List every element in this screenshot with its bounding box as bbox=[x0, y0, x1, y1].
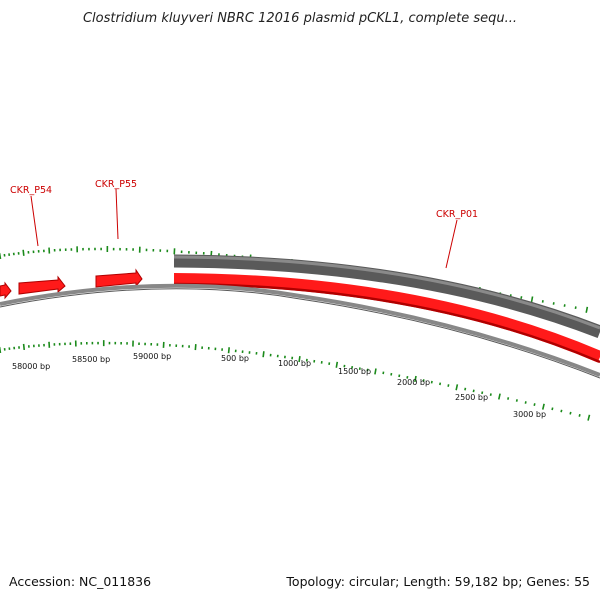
bp-label-58500: 58500 bp bbox=[72, 355, 110, 364]
inner-tick bbox=[335, 361, 339, 368]
bp-label-500: 500 bp bbox=[221, 354, 249, 363]
accession-label: Accession: NC_011836 bbox=[9, 574, 152, 589]
inner-tick bbox=[262, 351, 265, 358]
inner-tick bbox=[507, 397, 510, 400]
gene-label-ckr-p54[interactable]: CKR_P54 bbox=[10, 185, 52, 196]
bp-label-1500: 1500 bp bbox=[338, 367, 371, 376]
bp-label-59000: 59000 bp bbox=[133, 352, 171, 361]
forward-gene-band-shadow bbox=[173, 282, 600, 364]
backbone-arc bbox=[0, 283, 600, 377]
inner-tick bbox=[227, 347, 230, 354]
inner-tick bbox=[481, 391, 484, 395]
genome-stats-label: Topology: circular; Length: 59,182 bp; G… bbox=[286, 574, 590, 589]
backbone-arc-shadow bbox=[0, 288, 600, 379]
gene-label-ckr-p01[interactable]: CKR_P01 bbox=[436, 209, 478, 220]
reverse-gene-band-highlight bbox=[173, 255, 600, 330]
reverse-gene-band[interactable] bbox=[173, 254, 600, 339]
gene-arrow-ckr-p55[interactable] bbox=[95, 268, 143, 288]
map-title: Clostridium kluyveri NBRC 12016 plasmid … bbox=[82, 11, 517, 26]
inner-tick bbox=[497, 393, 501, 400]
inner-tick bbox=[524, 401, 527, 404]
inner-tick bbox=[515, 399, 518, 402]
gene-arrow-ckr-p53[interactable] bbox=[0, 281, 12, 300]
bp-label-2500: 2500 bp bbox=[455, 393, 488, 402]
inner-tick bbox=[489, 393, 492, 397]
leader-line-ckr-p55 bbox=[115, 188, 119, 240]
gene-arrow-ckr-p54[interactable] bbox=[18, 275, 66, 295]
inner-tick bbox=[447, 384, 450, 387]
bp-label-58000: 58000 bp bbox=[12, 362, 50, 371]
outer-tick bbox=[585, 306, 589, 313]
inner-tick bbox=[374, 368, 377, 375]
inner-tick bbox=[455, 384, 459, 391]
inner-tick bbox=[541, 403, 545, 410]
inner-tick bbox=[298, 355, 301, 363]
inner-tick bbox=[569, 411, 572, 415]
inner-tick bbox=[464, 387, 467, 391]
inner-tick bbox=[560, 409, 563, 413]
forward-gene-band[interactable] bbox=[173, 273, 600, 363]
leader-line-ckr-p54 bbox=[30, 195, 39, 247]
inner-tick bbox=[439, 382, 442, 386]
inner-tick bbox=[22, 343, 26, 351]
leader-line-ckr-p01 bbox=[445, 219, 458, 269]
bp-label-3000: 3000 bp bbox=[513, 410, 546, 419]
outer-tick bbox=[22, 249, 25, 256]
inner-tick bbox=[551, 407, 554, 411]
gene-label-ckr-p55[interactable]: CKR_P55 bbox=[95, 179, 137, 190]
inner-tick bbox=[533, 403, 536, 406]
bp-label-1000: 1000 bp bbox=[278, 359, 311, 368]
outer-tick bbox=[530, 296, 534, 303]
inner-tick bbox=[578, 414, 581, 417]
inner-tick bbox=[414, 375, 417, 383]
bp-label-2000: 2000 bp bbox=[397, 378, 430, 387]
inner-tick bbox=[472, 389, 475, 393]
inner-tick-ring bbox=[0, 340, 591, 421]
inner-tick bbox=[587, 414, 591, 421]
